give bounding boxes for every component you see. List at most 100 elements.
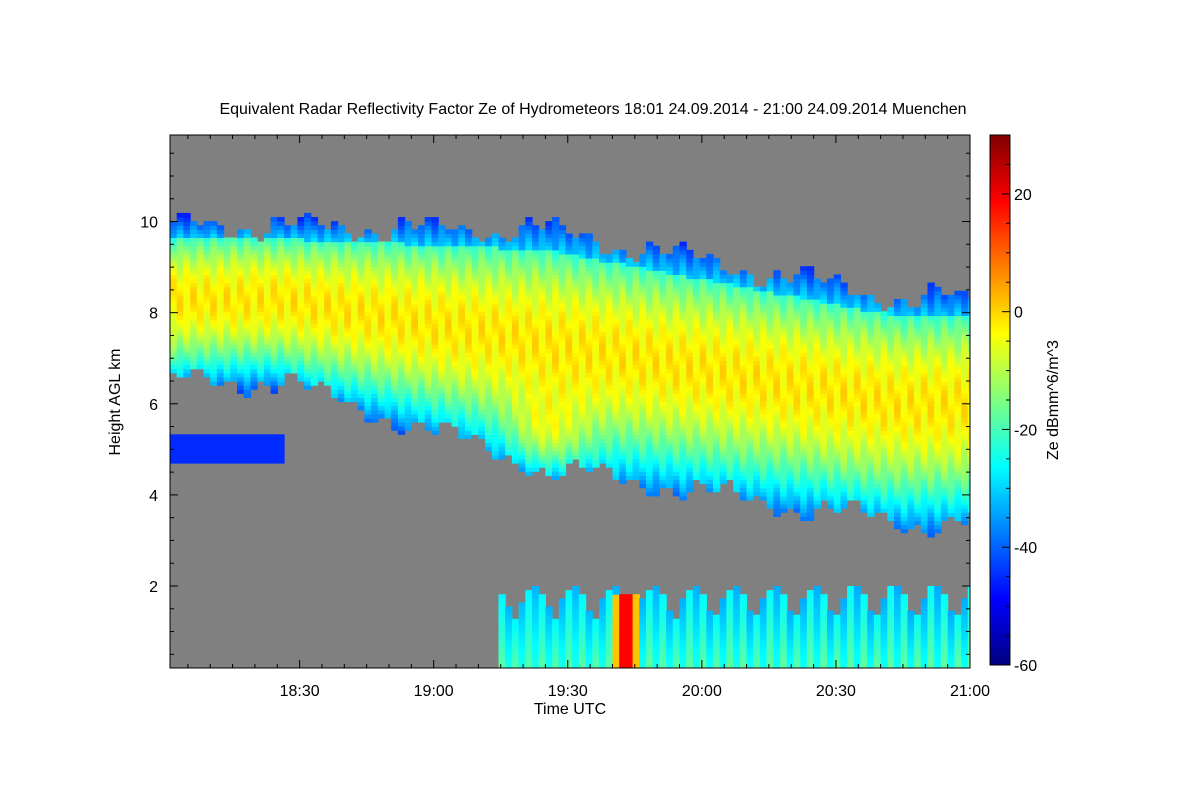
echo-cell: [592, 393, 600, 398]
echo-cell: [243, 327, 251, 333]
echo-cell: [666, 627, 674, 632]
echo-cell: [605, 627, 614, 632]
echo-cell: [666, 438, 674, 444]
echo-cell: [257, 278, 265, 284]
echo-cell: [532, 344, 540, 349]
echo-cell: [424, 290, 432, 296]
echo-cell: [511, 627, 520, 632]
echo-cell: [485, 315, 493, 321]
echo-cell: [733, 454, 741, 460]
echo-cell: [686, 479, 694, 485]
echo-cell: [424, 335, 432, 341]
echo-cell: [672, 327, 681, 333]
echo-cell: [572, 258, 580, 263]
echo-cell: [411, 372, 419, 378]
echo-cell: [397, 311, 406, 316]
echo-cell: [532, 241, 540, 247]
echo-cell: [532, 401, 540, 407]
echo-cell: [565, 237, 573, 243]
echo-cell: [371, 393, 379, 398]
echo-cell: [498, 262, 506, 267]
echo-cell: [324, 282, 332, 288]
echo-cell: [578, 430, 587, 435]
echo-cell: [532, 364, 540, 370]
echo-cell: [243, 360, 251, 366]
echo-cell: [572, 442, 580, 448]
echo-cell: [465, 335, 473, 341]
echo-cell: [545, 266, 553, 271]
echo-cell: [485, 442, 493, 448]
echo-cell: [505, 393, 513, 398]
echo-cell: [324, 372, 332, 378]
echo-cell: [538, 614, 546, 620]
echo-cell: [659, 647, 667, 653]
echo-cell: [666, 262, 674, 267]
echo-cell: [619, 606, 627, 612]
echo-cell: [739, 290, 748, 296]
echo-cell: [719, 467, 727, 472]
echo-cell: [699, 319, 707, 325]
echo-cell: [511, 413, 520, 419]
echo-cell: [585, 643, 593, 649]
echo-cell: [733, 372, 741, 378]
echo-cell: [525, 253, 533, 259]
echo-cell: [190, 454, 198, 460]
echo-cell: [686, 417, 694, 423]
echo-cell: [625, 598, 634, 603]
echo-cell: [532, 647, 540, 653]
echo-cell: [250, 323, 258, 329]
echo-cell: [545, 655, 553, 661]
echo-cell: [377, 364, 386, 370]
echo-cell: [511, 344, 520, 349]
echo-cell: [277, 249, 285, 255]
echo-cell: [284, 352, 292, 357]
echo-cell: [672, 475, 681, 480]
echo-cell: [552, 463, 560, 468]
echo-cell: [672, 430, 681, 435]
echo-cell: [357, 311, 365, 316]
echo-cell: [411, 381, 419, 386]
echo-cell: [632, 393, 640, 398]
echo-cell: [659, 315, 667, 321]
echo-cell: [324, 344, 332, 349]
echo-cell: [505, 368, 513, 374]
echo-cell: [632, 434, 640, 439]
echo-cell: [646, 401, 654, 407]
echo-cell: [364, 385, 372, 390]
echo-cell: [257, 241, 265, 247]
echo-cell: [237, 262, 245, 267]
echo-cell: [237, 454, 245, 460]
echo-cell: [297, 299, 305, 304]
echo-cell: [498, 323, 506, 329]
echo-cell: [498, 311, 506, 316]
echo-cell: [632, 422, 640, 427]
echo-cell: [672, 253, 681, 259]
echo-cell: [511, 360, 520, 366]
echo-cell: [599, 303, 607, 308]
echo-cell: [706, 659, 714, 665]
echo-cell: [545, 438, 553, 444]
echo-cell: [203, 327, 211, 333]
echo-cell: [344, 372, 352, 378]
echo-cell: [578, 438, 587, 444]
echo-cell: [418, 372, 426, 378]
echo-cell: [746, 422, 754, 427]
echo-cell: [478, 270, 486, 275]
echo-cell: [538, 233, 546, 239]
echo-cell: [391, 409, 399, 415]
echo-cell: [538, 610, 546, 616]
echo-cell: [364, 249, 372, 255]
echo-cell: [699, 331, 707, 337]
echo-cell: [699, 393, 707, 398]
echo-cell: [424, 249, 432, 255]
echo-cell: [337, 360, 345, 366]
echo-cell: [176, 364, 184, 370]
echo-cell: [558, 327, 567, 333]
echo-cell: [733, 471, 741, 476]
echo-cell: [565, 397, 573, 403]
echo-cell: [330, 381, 339, 386]
echo-cell: [337, 376, 345, 382]
echo-cell: [250, 290, 258, 296]
echo-cell: [498, 319, 506, 325]
echo-cell: [652, 426, 660, 431]
